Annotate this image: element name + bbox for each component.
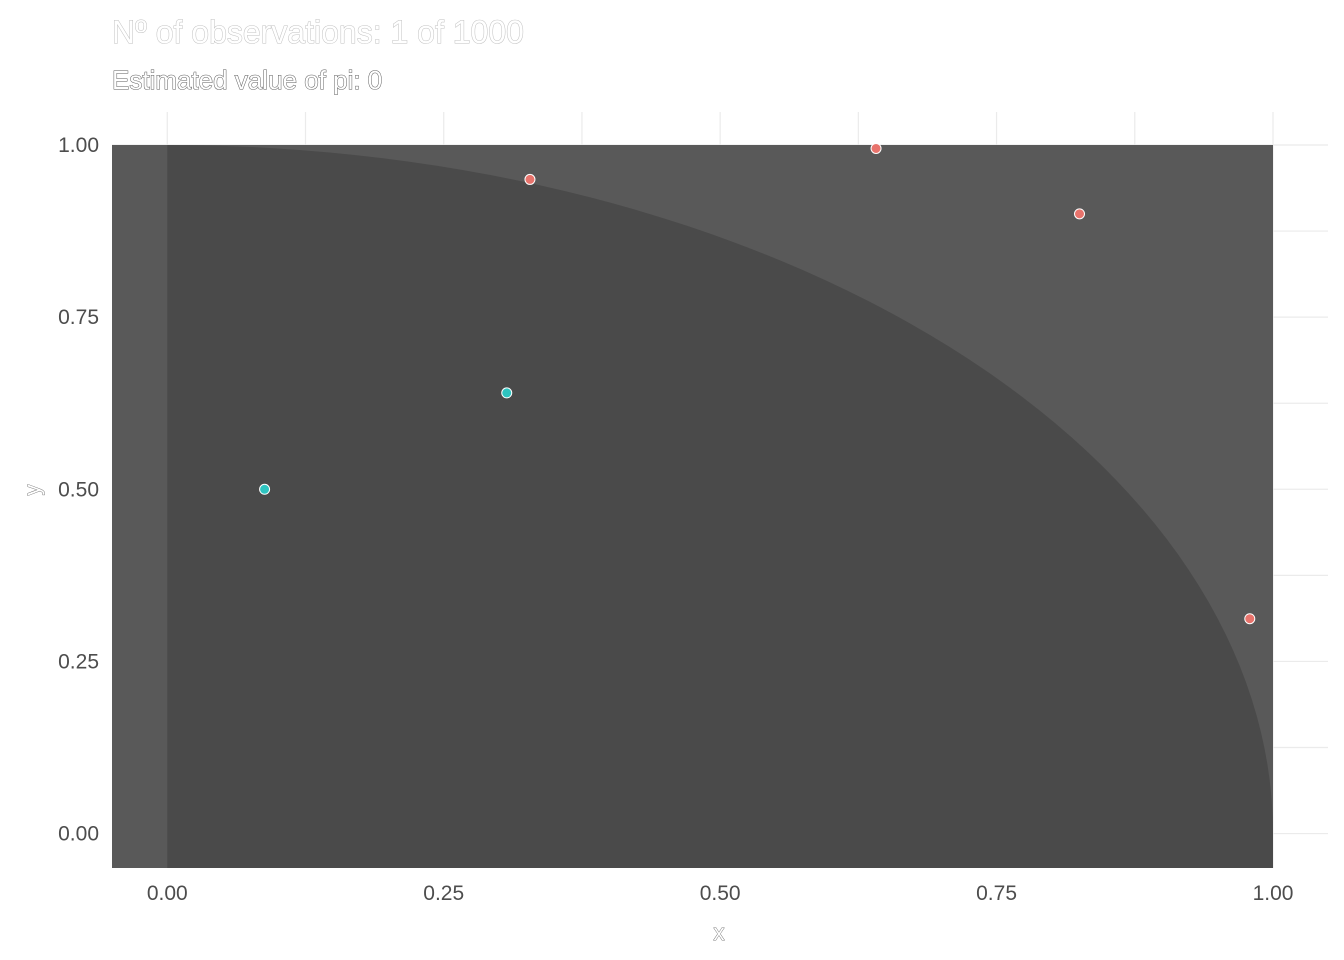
axis-ticks: 0.00 0.25 0.50 0.75 1.00 0.00 0.25 0.50 0.75 1.00 — [58, 134, 1293, 905]
data-point — [501, 387, 513, 399]
data-point — [524, 173, 536, 185]
data-point — [1074, 208, 1085, 220]
data-point — [870, 142, 882, 154]
y-tick-label: 1.00 — [58, 134, 99, 157]
data-points — [259, 142, 1256, 625]
y-tick-label: 0.25 — [58, 650, 99, 673]
x-tick-label: 1.00 — [1253, 882, 1294, 905]
chart-subtitle: Estimated value of pi: 0 — [112, 65, 382, 95]
y-tick-label: 0.75 — [58, 306, 99, 329]
y-tick-label: 0.00 — [58, 823, 99, 846]
x-tick-label: 0.50 — [700, 882, 741, 905]
plot-regions — [112, 145, 1273, 868]
y-axis-label: y — [20, 485, 45, 496]
x-tick-label: 0.00 — [147, 882, 188, 905]
chart-title: Nº of observations: 1 of 1000 — [112, 14, 524, 50]
x-axis-label: x — [714, 920, 725, 945]
data-point — [1244, 613, 1256, 625]
y-tick-label: 0.50 — [58, 478, 99, 501]
data-point — [259, 483, 271, 495]
inside-circle-region — [167, 145, 1273, 868]
x-tick-label: 0.25 — [423, 882, 464, 905]
x-tick-label: 0.75 — [976, 882, 1017, 905]
